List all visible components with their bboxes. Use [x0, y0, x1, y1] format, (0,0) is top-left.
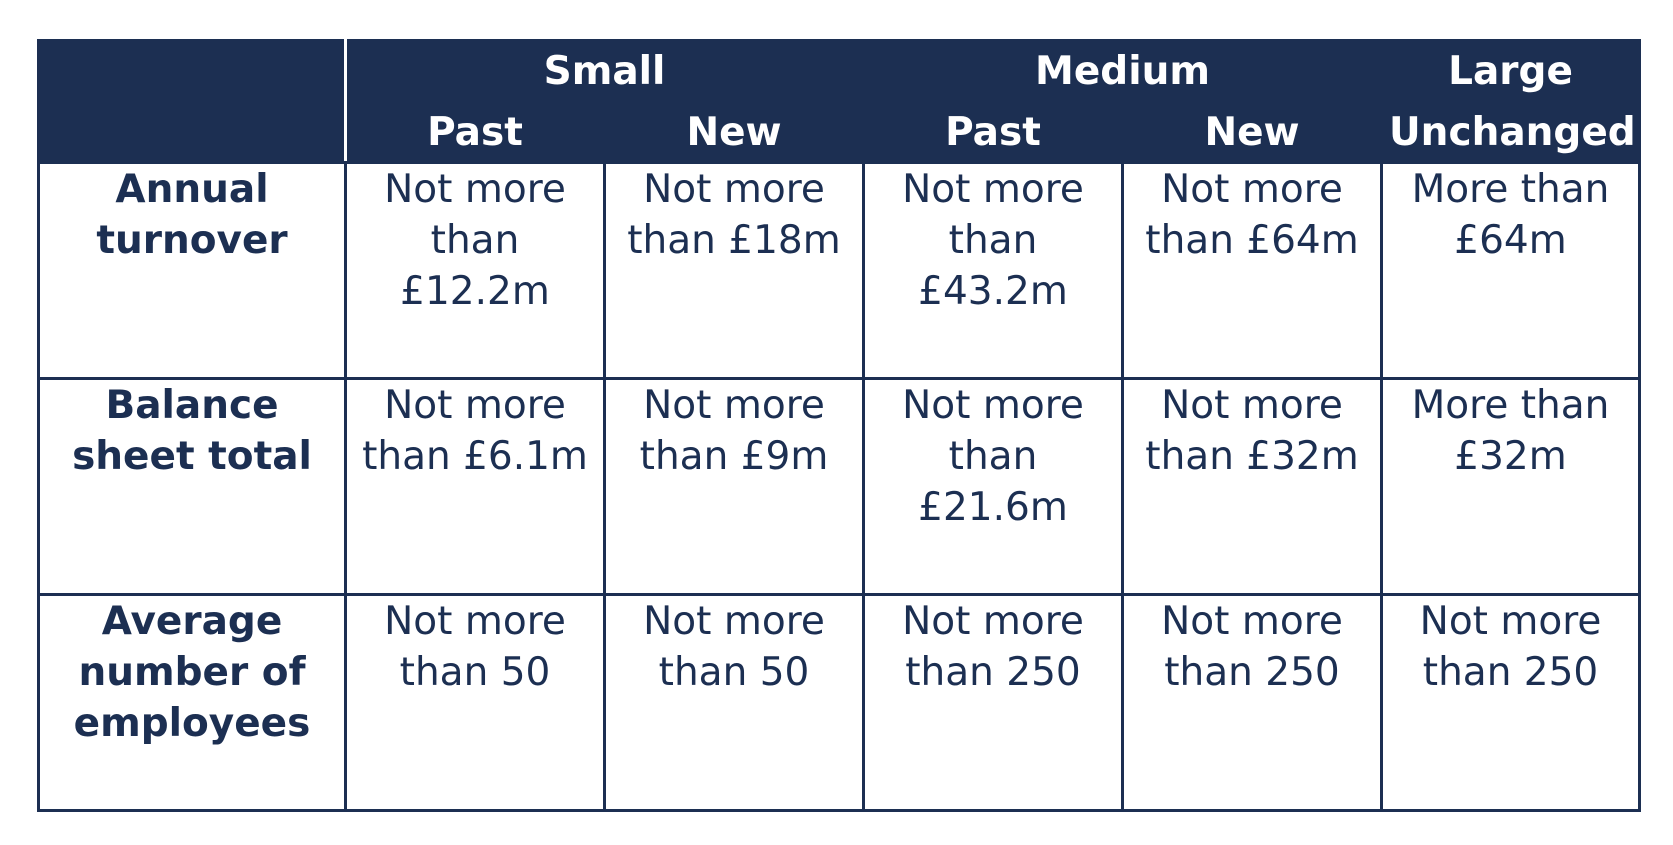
row-label-annual-turnover: Annual turnover: [37, 161, 347, 380]
table-cell: Not more than 50: [603, 593, 865, 812]
table-row: Balance sheet total Not more than £6.1m …: [37, 377, 1642, 596]
table-cell: More than £32m: [1380, 377, 1642, 596]
subheader-small-past: Past: [344, 100, 606, 164]
table-cell: Not more than £9m: [603, 377, 865, 596]
subheader-small-new: New: [603, 100, 865, 164]
group-header-row: Small Medium Large: [37, 39, 1642, 164]
table-cell: Not more than 250: [1380, 593, 1642, 812]
table-cell: Not more than £18m: [603, 161, 865, 380]
subheader-medium-new: New: [1120, 100, 1384, 164]
subheader-large-unchanged: Unchanged: [1380, 100, 1642, 164]
table-cell: Not more than £43.2m: [862, 161, 1124, 380]
table-cell: Not more than £32m: [1120, 377, 1384, 596]
group-header-medium: Medium: [861, 39, 1384, 103]
table-cell: Not more than 50: [344, 593, 606, 812]
subheader-medium-past: Past: [862, 100, 1124, 164]
table-row: Average number of employees Not more tha…: [37, 593, 1642, 812]
table-cell: Not more than £12.2m: [344, 161, 606, 380]
table-cell: Not more than £64m: [1120, 161, 1384, 380]
thresholds-table-container: Small Medium Large Past New Past New Unc…: [37, 39, 1642, 812]
group-header-small: Small: [344, 39, 865, 103]
table-row: Annual turnover Not more than £12.2m Not…: [37, 161, 1642, 380]
row-label-average-employees: Average number of employees: [37, 593, 347, 812]
table-cell: Not more than 250: [1120, 593, 1384, 812]
company-size-thresholds-table: Small Medium Large Past New Past New Unc…: [37, 39, 1642, 812]
subheader-row: Past New Past New Unchanged: [39, 100, 1642, 164]
table-header: Small Medium Large Past New Past New Unc…: [37, 39, 1642, 164]
table-cell: Not more than £6.1m: [344, 377, 606, 596]
table-body: Annual turnover Not more than £12.2m Not…: [37, 161, 1642, 812]
corner-cell: [37, 39, 347, 164]
row-label-balance-sheet-total: Balance sheet total: [37, 377, 347, 596]
table-cell: Not more than £21.6m: [862, 377, 1124, 596]
table-cell: Not more than 250: [862, 593, 1124, 812]
table-cell: More than £64m: [1380, 161, 1642, 380]
group-header-large: Large: [1380, 39, 1642, 103]
